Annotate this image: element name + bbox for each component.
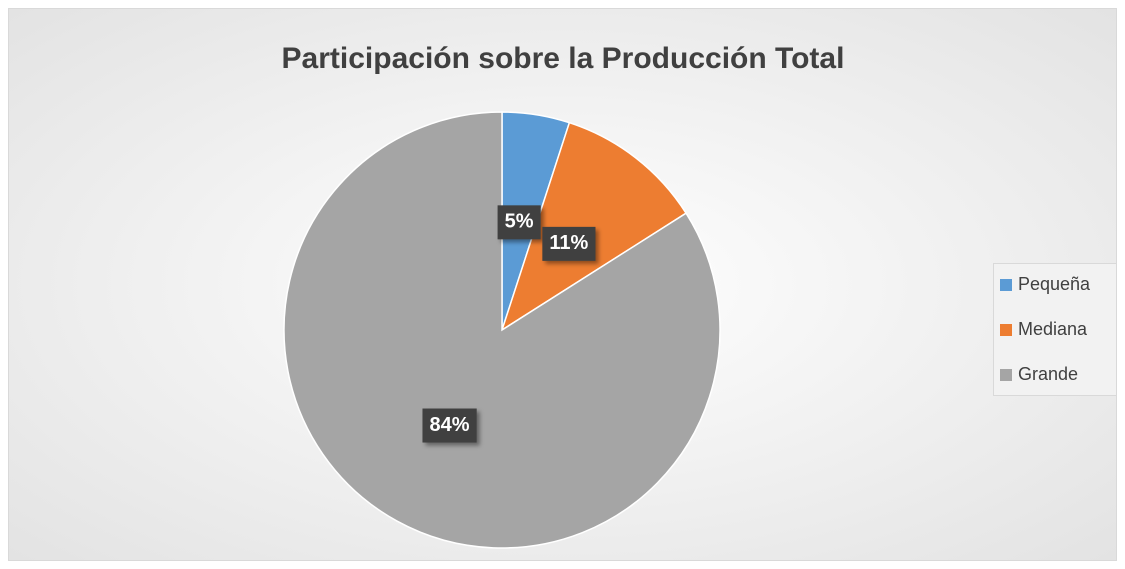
data-label: 5% bbox=[505, 211, 534, 233]
data-label-box bbox=[542, 226, 596, 261]
data-label: 11% bbox=[549, 232, 588, 254]
legend-swatch bbox=[1000, 324, 1012, 336]
legend-swatch bbox=[1000, 369, 1012, 381]
legend-swatch bbox=[1000, 279, 1012, 291]
pie-slice bbox=[500, 121, 688, 332]
chart-title: Participación sobre la Producción Total bbox=[282, 42, 845, 75]
pie-slice bbox=[283, 111, 721, 549]
legend-label: Grande bbox=[1018, 364, 1078, 384]
data-label-box bbox=[497, 205, 541, 240]
legend-label: Mediana bbox=[1018, 319, 1088, 339]
data-label-box bbox=[422, 408, 477, 443]
data-label: 84% bbox=[429, 414, 469, 436]
legend-box bbox=[993, 263, 1117, 396]
legend-label: Pequeña bbox=[1018, 274, 1091, 294]
